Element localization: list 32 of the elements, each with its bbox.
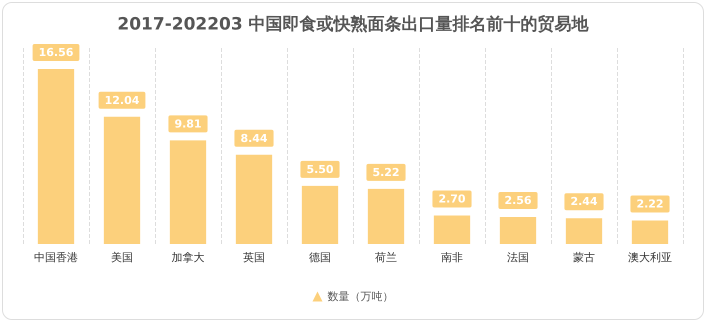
data-label: 2.70 — [438, 192, 466, 206]
data-label: 8.44 — [240, 132, 268, 145]
bar — [104, 116, 140, 244]
data-label: 2.22 — [636, 198, 664, 211]
bar — [434, 215, 470, 244]
data-label: 5.22 — [372, 166, 400, 179]
data-label: 12.04 — [104, 94, 140, 107]
x-tick-label: 美国 — [111, 251, 133, 264]
bar — [38, 69, 74, 244]
x-tick-label: 中国香港 — [34, 251, 78, 264]
bar — [500, 216, 536, 244]
data-label: 16.56 — [38, 46, 74, 59]
x-tick-label: 蒙古 — [573, 251, 595, 264]
bar — [566, 218, 602, 244]
x-tick-label: 荷兰 — [375, 251, 397, 264]
bar — [368, 188, 404, 244]
data-label: 5.50 — [306, 162, 334, 176]
bar — [302, 186, 338, 244]
x-tick-label: 加拿大 — [172, 251, 204, 264]
x-tick-label: 英国 — [243, 251, 265, 264]
bar — [170, 140, 206, 244]
x-tick-label: 南非 — [441, 251, 463, 264]
x-tick-label: 澳大利亚 — [628, 251, 672, 264]
bar — [632, 220, 668, 244]
chart-title: 2017-202203 中国即食或快熟面条出口量排名前十的贸易地 — [117, 14, 590, 34]
bar — [236, 154, 272, 244]
data-label: 2.56 — [504, 194, 532, 207]
data-label: 9.81 — [174, 117, 202, 130]
legend-label: 数量（万吨） — [328, 290, 394, 303]
x-tick-label: 法国 — [507, 251, 529, 264]
data-label: 2.44 — [570, 195, 598, 208]
x-tick-label: 德国 — [309, 251, 331, 264]
